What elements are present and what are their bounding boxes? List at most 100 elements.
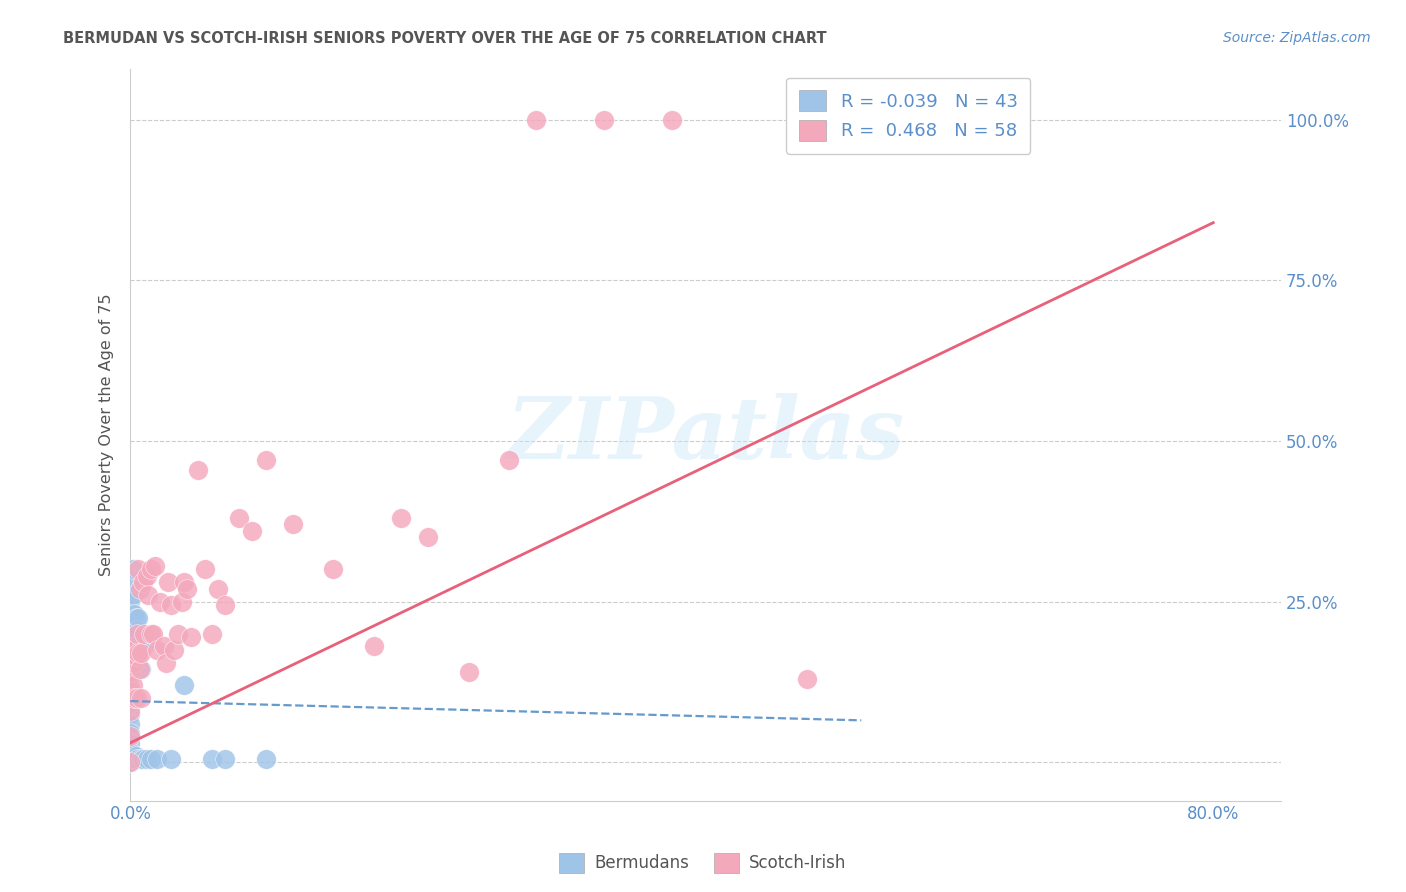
Point <box>593 112 616 127</box>
Point <box>124 752 146 766</box>
Point <box>796 672 818 686</box>
Point <box>146 752 169 766</box>
Point <box>157 575 180 590</box>
Point <box>131 752 153 766</box>
Point <box>122 656 145 670</box>
Point <box>363 640 385 654</box>
Point <box>166 626 188 640</box>
Point <box>139 752 162 766</box>
Point <box>120 642 142 657</box>
Point <box>120 665 142 680</box>
Point <box>207 582 229 596</box>
Legend: Bermudans, Scotch-Irish: Bermudans, Scotch-Irish <box>553 847 853 880</box>
Point <box>120 704 142 718</box>
Point <box>214 752 236 766</box>
Point <box>132 640 155 654</box>
Point <box>173 575 195 590</box>
Point <box>228 511 250 525</box>
Point <box>281 517 304 532</box>
Point <box>120 684 142 698</box>
Point <box>142 626 165 640</box>
Text: Source: ZipAtlas.com: Source: ZipAtlas.com <box>1223 31 1371 45</box>
Point <box>176 582 198 596</box>
Point <box>120 694 142 708</box>
Point <box>254 752 277 766</box>
Point <box>127 624 149 638</box>
Point <box>120 755 142 769</box>
Point <box>127 646 149 660</box>
Point <box>149 594 172 608</box>
Point <box>120 575 142 590</box>
Point <box>214 598 236 612</box>
Point <box>120 755 142 769</box>
Point <box>322 562 344 576</box>
Point <box>125 649 148 664</box>
Point <box>194 562 217 576</box>
Point <box>121 642 143 657</box>
Point <box>136 588 159 602</box>
Point <box>128 636 150 650</box>
Point <box>254 453 277 467</box>
Point <box>240 524 263 538</box>
Point <box>160 752 183 766</box>
Point <box>120 626 142 640</box>
Point <box>187 463 209 477</box>
Point <box>139 562 162 576</box>
Point <box>127 752 149 766</box>
Point <box>418 530 440 544</box>
Point <box>120 681 142 696</box>
Point <box>120 730 142 744</box>
Point <box>120 642 142 657</box>
Point <box>153 640 176 654</box>
Point <box>143 559 166 574</box>
Legend: R = -0.039   N = 43, R =  0.468   N = 58: R = -0.039 N = 43, R = 0.468 N = 58 <box>786 78 1031 153</box>
Point <box>661 112 683 127</box>
Text: ZIPatlas: ZIPatlas <box>506 392 904 476</box>
Point <box>127 610 149 624</box>
Point <box>120 755 142 769</box>
Y-axis label: Seniors Poverty Over the Age of 75: Seniors Poverty Over the Age of 75 <box>100 293 114 576</box>
Point <box>127 649 149 664</box>
Point <box>120 755 142 769</box>
Point <box>129 752 152 766</box>
Point <box>122 562 145 576</box>
Point <box>128 582 150 596</box>
Point <box>129 646 152 660</box>
Point <box>122 588 145 602</box>
Point <box>120 752 142 766</box>
Point <box>139 626 162 640</box>
Point <box>135 752 157 766</box>
Point <box>127 562 149 576</box>
Point <box>457 665 479 680</box>
Point <box>120 746 142 760</box>
Point <box>180 630 202 644</box>
Point <box>120 656 142 670</box>
Point <box>146 642 169 657</box>
Point <box>124 690 146 705</box>
Point <box>129 662 152 676</box>
Point <box>131 575 153 590</box>
Point <box>125 748 148 763</box>
Point <box>124 607 146 622</box>
Point <box>120 726 142 740</box>
Text: BERMUDAN VS SCOTCH-IRISH SENIORS POVERTY OVER THE AGE OF 75 CORRELATION CHART: BERMUDAN VS SCOTCH-IRISH SENIORS POVERTY… <box>63 31 827 46</box>
Point <box>122 678 145 692</box>
Point <box>128 662 150 676</box>
Point <box>200 752 222 766</box>
Point <box>170 594 193 608</box>
Point <box>120 716 142 731</box>
Point <box>120 706 142 721</box>
Point <box>163 642 186 657</box>
Point <box>498 453 520 467</box>
Point <box>129 690 152 705</box>
Point <box>160 598 183 612</box>
Point <box>127 626 149 640</box>
Point <box>389 511 412 525</box>
Point <box>120 594 142 608</box>
Point <box>120 614 142 628</box>
Point <box>155 656 177 670</box>
Point <box>120 755 142 769</box>
Point <box>132 626 155 640</box>
Point <box>200 626 222 640</box>
Point <box>120 668 142 682</box>
